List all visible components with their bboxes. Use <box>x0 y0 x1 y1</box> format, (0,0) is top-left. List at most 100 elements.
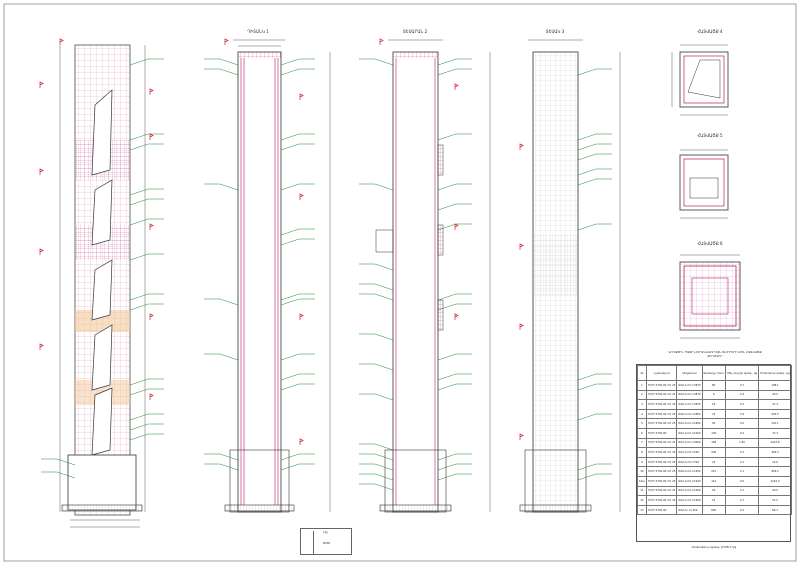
spec-cell: 236 <box>701 447 726 458</box>
spec-cell: Ø10 A-III L=1950 <box>676 495 703 506</box>
spec-cell: ГОСТ 5781-82 ՀՄ 25 <box>645 495 678 506</box>
leader-line <box>204 353 239 361</box>
spec-cell: 0.7 <box>724 380 760 391</box>
spec-cell: Ø12 A-III L=1000 <box>676 427 703 439</box>
leader-line <box>280 133 315 141</box>
leader-line <box>129 413 164 421</box>
elevation-3: ՏԵՍԱՐԱՆ 2 <box>375 29 491 513</box>
level-marker <box>454 223 459 230</box>
spec-cell: Ø16 A-III L=2800 <box>676 408 703 420</box>
spec-header: Մեկ տարրի զանգ., կգ <box>724 365 760 381</box>
leader-line <box>437 463 472 471</box>
spec-cell: Ø12 A-III L=1940 <box>676 475 703 487</box>
elevation-2: ԴԻՏԱՆԿ 1 <box>224 29 331 513</box>
leader-line <box>577 168 612 176</box>
leader-line <box>437 303 472 311</box>
spec-cell: 3.4 <box>724 408 760 420</box>
leader-line <box>129 198 164 206</box>
view-3-title: ՏԵՍԱԿ 3 <box>546 29 565 34</box>
leader-line <box>204 298 239 306</box>
section-5: ՀԱՏՎԱԾՔ 5 <box>679 133 729 219</box>
level-marker <box>39 343 44 350</box>
leader-line <box>129 423 164 431</box>
spec-title-line-1: ԿՈՂԱՅԻՆ ՊԱՏԻ ԱՄՐԱՆԱՎՈՐՄԱՆ ՏԱՐՐԵՐԻ ԱՅՆ ՀԱ… <box>668 350 762 354</box>
spec-cell: ГОСТ 5781-82 ՀՄ 25 <box>645 399 678 410</box>
level-marker <box>519 243 524 250</box>
spec-cell: ГОСТ 5781-82 ՀՄ 25 <box>645 389 678 401</box>
spec-header-row: № Նշանակում Անվանում Քանակը, հատ Մեկ տար… <box>637 365 792 381</box>
spec-cell: Ø12 A-III L=3000 <box>676 437 703 449</box>
spec-cell: 2.7 <box>724 495 760 506</box>
spec-cell: ГОСТ 5781-82 <box>645 427 678 439</box>
level-marker <box>454 83 459 90</box>
spec-cell: 2.0 <box>724 475 760 487</box>
spec-row: 4 ГОСТ 5781-82 ՀՄ 25 Ø16 A-III L=2800 74 3.4… <box>637 408 792 420</box>
spec-cell: 24 <box>701 485 726 497</box>
spec-cell: 130 <box>701 427 726 439</box>
level-marker <box>379 38 384 45</box>
leader-line <box>437 223 472 231</box>
spec-cell: 50.0 <box>758 485 792 497</box>
spec-cell: ГОСТ 5781-82 <box>645 504 678 516</box>
spec-row: 9 ГОСТ 5781-82 ՀՄ 25 Ø10 A-III L=700 23 2.1 1… <box>637 456 792 468</box>
spec-cell: ГОСТ 5781-82 ՀՄ 25 <box>645 475 678 487</box>
spec-cell: 66.1 <box>758 504 792 516</box>
spec-cell: 74 <box>701 408 726 420</box>
elevation-1 <box>59 44 146 528</box>
spec-cell: Ø10 A-I L=150 <box>676 504 703 516</box>
leader-line <box>577 473 612 481</box>
spec-header: Քանակը, հատ <box>701 365 726 381</box>
leader-line <box>359 443 394 451</box>
leader-line <box>359 293 394 301</box>
view-2-title: ՏԵՍԱՐԱՆ 2 <box>403 29 428 34</box>
leader-line <box>280 228 315 236</box>
spec-cell: 51.2 <box>758 495 792 506</box>
level-marker <box>149 223 154 230</box>
leader-line <box>280 68 315 76</box>
spec-cell: 21 <box>701 495 726 506</box>
leader-line <box>41 471 76 479</box>
spec-cell: ГОСТ 5781-82 ՀՄ 25 <box>645 447 678 458</box>
spec-cell: 2.1 <box>724 466 760 477</box>
spec-header: № <box>637 365 647 381</box>
level-marker <box>59 38 64 45</box>
level-marker <box>299 193 304 200</box>
spec-row: 5 ГОСТ 5781-82 ՀՄ 25 Ø12 A-III L=1800 95 2.0… <box>637 418 792 429</box>
specification-table: № Նշանակում Անվանում Քանակը, հատ Մեկ տար… <box>636 364 792 542</box>
level-marker <box>149 133 154 140</box>
leader-line <box>280 293 315 301</box>
spec-cell: 95 <box>701 418 726 429</box>
leader-line <box>41 458 76 466</box>
spec-cell: 1 <box>637 380 647 391</box>
leader-line <box>577 178 612 186</box>
spec-cell: Ø10 A-III L=3870 <box>676 389 703 401</box>
level-marker <box>454 313 459 320</box>
spec-cell: 2413.8 <box>758 437 792 449</box>
view-1-title: ԴԻՏԱՆԿ 1 <box>247 29 269 34</box>
leader-line <box>359 183 394 191</box>
spec-cell: ГОСТ 5781-82 ՀՄ 25 <box>645 466 678 477</box>
leader-line <box>129 388 164 396</box>
spec-cell: 23 <box>701 456 726 468</box>
spec-cell: 158 <box>701 437 726 449</box>
spec-cell: Ø12 A-III L=540 <box>676 447 703 458</box>
spec-cell: 12.6 <box>758 456 792 468</box>
leader-line <box>359 58 394 66</box>
level-marker <box>299 438 304 445</box>
spec-cell: 20.5 <box>758 389 792 401</box>
stamp-label: Նիշ <box>323 531 328 534</box>
section-5-title: ՀԱՏՎԱԾՔ 5 <box>697 133 723 138</box>
leader-line <box>437 293 472 301</box>
leader-line <box>129 303 164 311</box>
leader-line <box>204 453 239 461</box>
leader-line <box>359 283 394 291</box>
spec-cell: 5 <box>637 418 647 429</box>
spec-cell: 7 <box>637 437 647 449</box>
leader-line <box>129 378 164 386</box>
elevation-4: ՏԵՍԱԿ 3 <box>519 29 621 513</box>
spec-cell: 456.4 <box>758 447 792 458</box>
level-marker <box>149 88 154 95</box>
leader-line <box>577 413 612 421</box>
spec-cell: ГОСТ 5781-82 ՀՄ 25 <box>645 380 678 391</box>
